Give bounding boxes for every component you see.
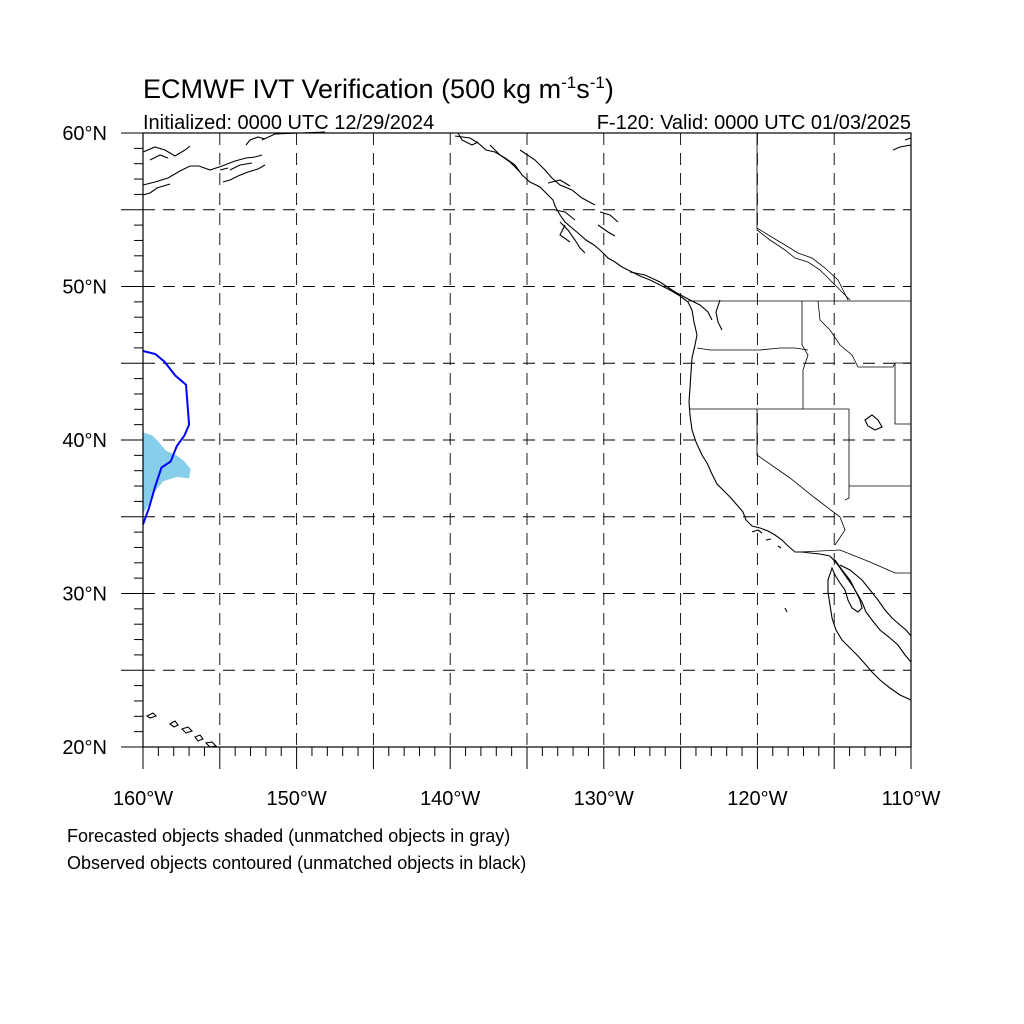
axis-ticks [121,132,912,769]
political-borders [688,133,911,574]
lat-label: 60°N [62,123,107,145]
footnote-observed: Observed objects contoured (unmatched ob… [67,853,527,873]
lat-label: 50°N [62,277,107,299]
latitude-labels: 20°N 30°N 40°N 50°N 60°N [62,123,107,759]
lon-label: 160°W [113,788,173,810]
lon-label: 150°W [266,788,326,810]
lat-label: 30°N [62,584,107,606]
observed-object [142,349,191,525]
lon-label: 130°W [574,788,634,810]
coastlines [142,131,912,748]
plot-area: 160°W 150°W 140°W 130°W 120°W 110°W 20°N 30°N 4… [62,123,940,810]
map-title: ECMWF IVT Verification (500 kg m-1s-1) [143,73,614,104]
lon-label: 120°W [727,788,787,810]
footnote-forecast: Forecasted objects shaded (unmatched obj… [67,826,511,846]
lat-label: 40°N [62,430,107,452]
lon-label: 110°W [882,788,941,810]
lat-label: 20°N [62,737,107,759]
valid-time-label: F-120: Valid: 0000 UTC 01/03/2025 [597,112,911,134]
grid-lines [143,133,911,747]
lon-label: 140°W [420,788,480,810]
longitude-labels: 160°W 150°W 140°W 130°W 120°W 110°W [113,788,941,810]
init-time-label: Initialized: 0000 UTC 12/29/2024 [143,112,434,134]
forecast-object [143,432,191,514]
